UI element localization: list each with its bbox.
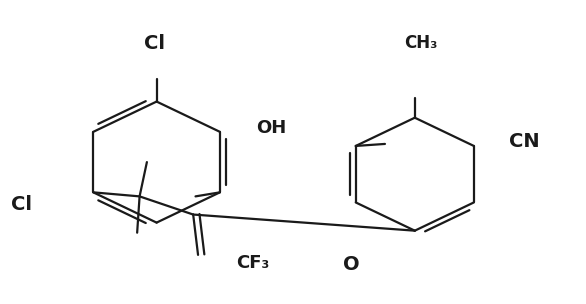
Text: Cl: Cl bbox=[11, 195, 32, 214]
Text: CF₃: CF₃ bbox=[236, 254, 270, 272]
Text: O: O bbox=[343, 255, 360, 275]
Text: OH: OH bbox=[256, 119, 286, 137]
Text: Cl: Cl bbox=[144, 33, 165, 53]
Text: CH₃: CH₃ bbox=[404, 34, 437, 52]
Text: CN: CN bbox=[509, 133, 540, 151]
